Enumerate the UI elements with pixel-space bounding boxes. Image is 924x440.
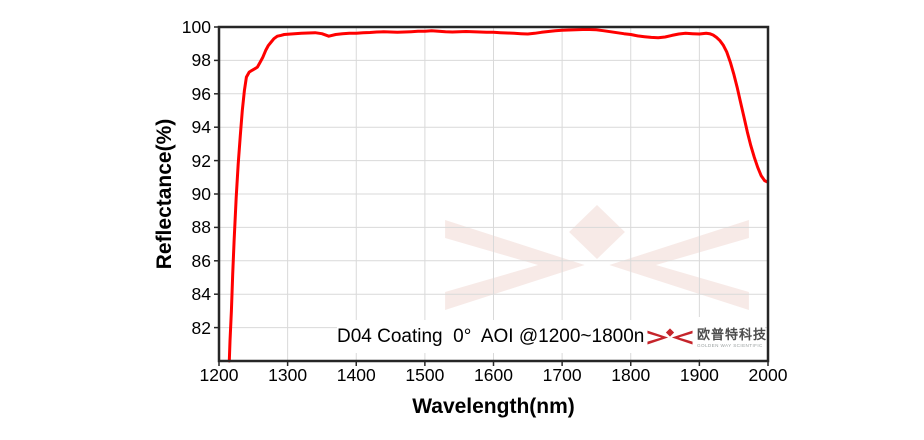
x-tick-label: 1400 (336, 365, 376, 385)
y-tick-label: 100 (181, 17, 211, 37)
company-logo: 欧普特科技 GOLDEN WAY SCIENTIFIC (644, 317, 768, 359)
y-tick-label: 92 (191, 150, 211, 171)
golden-way-logo-icon (647, 328, 693, 345)
y-tick-label: 98 (191, 50, 211, 71)
reflectance-curve (227, 28, 769, 363)
y-tick-label: 96 (191, 83, 211, 104)
y-tick-label: 94 (191, 117, 211, 138)
x-tick-label: 1500 (405, 365, 445, 385)
x-tick-label: 1200 (199, 365, 239, 385)
x-tick-label: 1600 (474, 365, 513, 385)
coating-annotation: D04 Coating 0° AOI @1200~1800nm (337, 320, 660, 353)
x-tick-label: 1300 (268, 365, 308, 385)
plot-border (217, 25, 770, 363)
x-tick-label: 2000 (748, 365, 788, 385)
x-tick-label: 1700 (542, 365, 582, 385)
y-tick-label: 88 (191, 217, 211, 238)
x-tick-label: 1900 (679, 365, 719, 385)
y-tick-label: 82 (191, 317, 211, 338)
company-name-en: GOLDEN WAY SCIENTIFIC (697, 342, 763, 348)
y-tick-label: 84 (191, 284, 211, 305)
watermark-logo-icon (445, 205, 749, 310)
y-tick-label: 86 (191, 250, 211, 271)
y-tick-label: 90 (191, 184, 211, 204)
x-tick-label: 1800 (611, 365, 651, 385)
x-axis-title: Wavelength(nm) (412, 395, 575, 418)
company-name-cn: 欧普特科技 (697, 326, 768, 342)
